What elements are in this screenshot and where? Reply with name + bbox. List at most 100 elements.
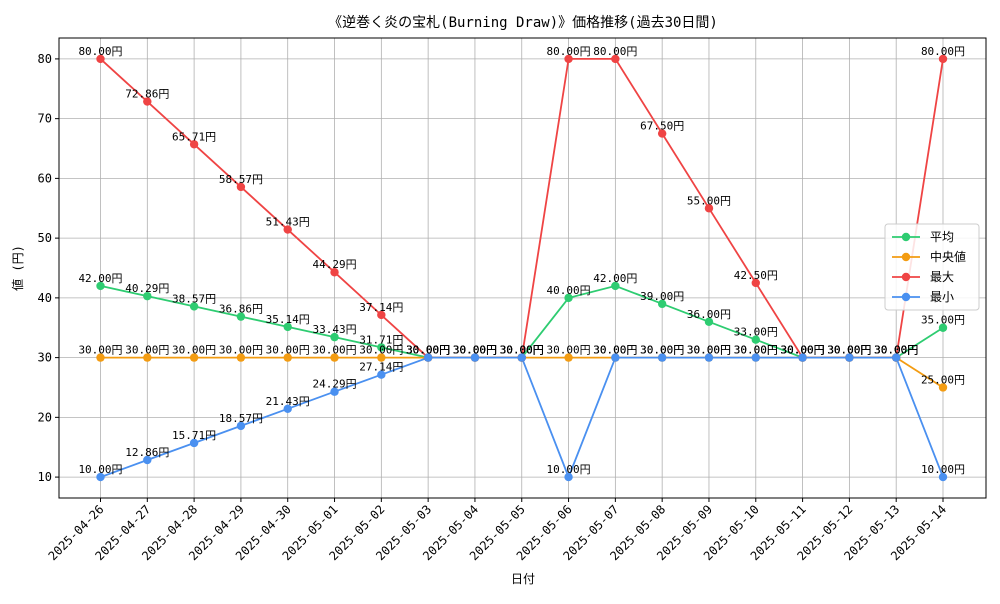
series-2-point: [704, 204, 714, 213]
series-3-label: 21.43円: [266, 395, 310, 408]
series-2-point: [938, 54, 948, 64]
series-1-point: [236, 353, 246, 362]
series-3-label: 18.57円: [219, 412, 263, 425]
y-tick-label: 10: [38, 470, 52, 484]
series-3-point: [143, 455, 152, 465]
series-2-label: 30.00円: [453, 344, 497, 357]
series-3-point: [798, 353, 807, 362]
y-tick-label: 60: [38, 171, 52, 185]
series-3-point: [236, 421, 246, 431]
series-1-point: [377, 353, 386, 362]
series-1-label: 30.00円: [266, 344, 310, 357]
series-0-label: 42.00円: [78, 272, 122, 285]
series-2-label: 37.14円: [359, 301, 403, 314]
series-2-label: 65.71円: [172, 130, 216, 143]
series-3-point: [470, 353, 480, 362]
series-3-label: 30.00円: [453, 344, 497, 357]
series-3-point: [564, 472, 573, 482]
grid: [59, 38, 986, 498]
series-2-label: 30.00円: [781, 344, 825, 357]
series-3-label: 30.00円: [593, 344, 637, 357]
series-3-label: 30.00円: [827, 344, 871, 357]
series-0-label: 30.00円: [500, 344, 544, 357]
series-0-label: 30.00円: [781, 344, 825, 357]
series-3-point: [611, 353, 620, 362]
series-3-label: 30.00円: [734, 344, 778, 357]
series-0-point: [236, 312, 246, 321]
series-1-point: [143, 353, 152, 362]
legend-marker-0: [901, 232, 911, 242]
series-2-label: 67.50円: [640, 120, 684, 133]
series-0-label: 40.29円: [125, 282, 169, 295]
series-3-point: [704, 353, 714, 362]
series-0-label: 30.00円: [406, 344, 450, 357]
data-labels: 42.00円40.29円38.57円36.86円35.14円33.43円31.7…: [78, 45, 965, 476]
series-2-label: 30.00円: [406, 344, 450, 357]
series-0-label: 30.00円: [874, 344, 918, 357]
y-tick-label: 50: [38, 231, 52, 245]
series-3-label: 30.00円: [874, 344, 918, 357]
legend-marker-2: [901, 272, 911, 282]
series-0-point: [751, 335, 760, 344]
legend-label-1: 中央値: [930, 249, 966, 264]
y-tick-label: 40: [38, 291, 52, 305]
series-2-label: 72.86円: [125, 88, 169, 101]
series-0-label: 39.00円: [640, 290, 684, 303]
series-0-point: [657, 299, 667, 309]
series-0-label: 36.00円: [687, 308, 731, 321]
series-0-point: [330, 332, 339, 342]
series-0-label: 33.00円: [734, 326, 778, 339]
series-1-point: [564, 353, 573, 362]
series-3-point: [330, 387, 339, 396]
series-3-point: [423, 353, 433, 362]
series-1-label: 30.00円: [874, 344, 918, 357]
legend-marker-1: [901, 252, 911, 262]
x-axis-label: 日付: [511, 572, 535, 586]
series-2-point: [657, 129, 667, 138]
y-tick-label: 80: [38, 52, 52, 66]
series-3-point: [657, 353, 667, 362]
series-1-point: [938, 383, 948, 392]
series-0-point: [189, 302, 199, 311]
series-0-label: 30.00円: [453, 344, 497, 357]
series-0-point: [96, 281, 105, 291]
series-2-point: [377, 310, 386, 320]
legend-marker-3: [901, 292, 911, 302]
series-0-label: 31.71円: [359, 333, 403, 346]
series-2-label: 80.00円: [921, 45, 965, 58]
series-3-point: [751, 353, 760, 362]
series-0-label: 33.43円: [312, 323, 356, 336]
series-2-point: [283, 225, 292, 234]
x-axis-ticks: 2025-04-262025-04-272025-04-282025-04-29…: [46, 498, 949, 563]
legend-label-0: 平均: [930, 230, 954, 244]
series-3-label: 30.00円: [781, 344, 825, 357]
series-1-label: 30.00円: [453, 344, 497, 357]
series-2-point: [189, 140, 199, 149]
y-axis-ticks: 10 20 30 40 50 60 70 80: [38, 52, 59, 484]
series-1-label: 30.00円: [827, 344, 871, 357]
series-2-label: 55.00円: [687, 194, 731, 207]
series-1-label: 30.00円: [640, 344, 684, 357]
series-2-point: [143, 97, 152, 106]
legend-box: [884, 223, 980, 311]
series-1-label: 30.00円: [546, 344, 590, 357]
series-2-label: 30.00円: [827, 344, 871, 357]
series-2-label: 80.00円: [546, 45, 590, 58]
series-2-label: 80.00円: [78, 45, 122, 58]
series-3-point: [517, 353, 526, 362]
series-3-point: [96, 472, 105, 482]
series-0-point: [704, 317, 714, 326]
series-3-point: [189, 438, 199, 448]
series-2-point: [751, 278, 760, 288]
series-3-point: [283, 404, 292, 414]
series-1-label: 30.00円: [406, 344, 450, 357]
series-1-label: 30.00円: [172, 344, 216, 357]
series-3-label: 30.00円: [500, 344, 544, 357]
series-3-point: [891, 353, 901, 362]
series-1-label: 30.00円: [125, 344, 169, 357]
series-0-label: 36.86円: [219, 303, 263, 316]
series-3-label: 30.00円: [687, 344, 731, 357]
series-3-label: 15.71円: [172, 429, 216, 442]
series-2-label: 51.43円: [266, 216, 310, 229]
